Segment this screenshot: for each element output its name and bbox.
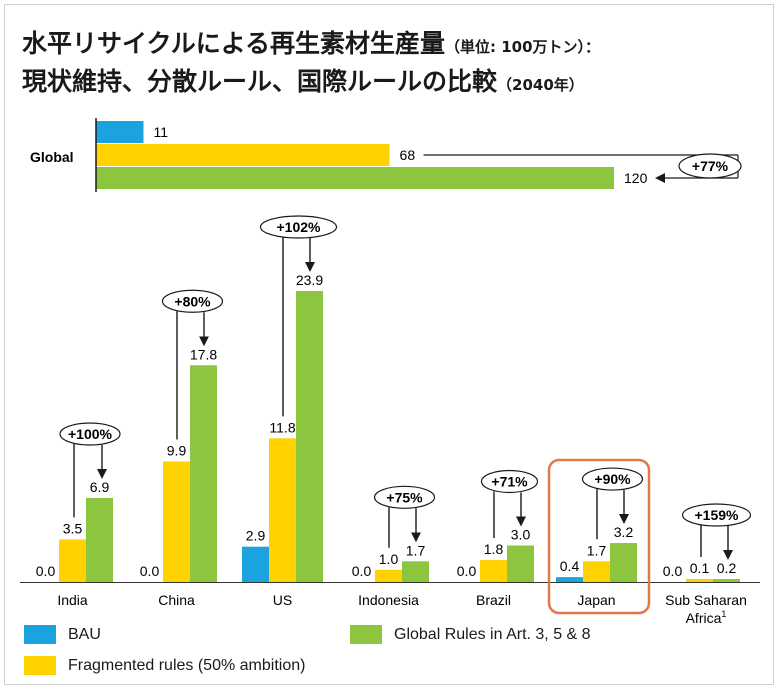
- global-annotation-badge: [678, 153, 742, 179]
- bar-indonesia-global: [402, 561, 429, 582]
- legend-label-fragmented: Fragmented rules (50% ambition): [68, 656, 306, 674]
- japan-highlight-box: [547, 458, 651, 615]
- annotation-text-japan: +90%: [594, 471, 631, 487]
- annotation-badge-sub-saharan-africa: [681, 503, 752, 527]
- legend-label-global: Global Rules in Art. 3, 5 & 8: [394, 625, 591, 643]
- annotation-badge-japan: [581, 467, 644, 491]
- annotation-badge-india: [59, 422, 121, 446]
- annotation-text-us: +102%: [277, 219, 322, 235]
- legend-label-bau: BAU: [68, 625, 101, 643]
- category-label-indonesia: Indonesia: [358, 592, 419, 608]
- annotation-badge-indonesia: [373, 485, 436, 509]
- legend-swatch-global: [350, 625, 382, 644]
- bar-china-fragmented: [163, 461, 190, 582]
- category-label-brazil: Brazil: [476, 592, 511, 608]
- bar-sub-saharan-africa-global: [713, 579, 740, 582]
- global-bar-fragmented: [96, 144, 390, 166]
- global-value-label-global: 120: [624, 170, 648, 186]
- bar-japan-bau: [556, 577, 583, 582]
- bar-us-fragmented: [269, 438, 296, 582]
- value-label-us-fragmented: 11.8: [269, 419, 295, 435]
- annotation-text-indonesia: +75%: [386, 489, 423, 505]
- category-label-china: China: [158, 592, 195, 608]
- value-label-india-fragmented: 3.5: [63, 520, 83, 536]
- title-line-1: 水平リサイクルによる再生素材生産量（単位: 100万トン）：: [22, 29, 601, 58]
- legend-item-fragmented: Fragmented rules (50% ambition): [24, 656, 305, 675]
- bar-india-global: [86, 497, 113, 582]
- value-label-indonesia-global: 1.7: [406, 542, 426, 558]
- bar-us-global: [296, 291, 323, 582]
- value-label-japan-fragmented: 1.7: [587, 542, 607, 558]
- value-label-brazil-bau: 0.0: [457, 563, 477, 579]
- bar-brazil-global: [507, 545, 534, 582]
- category-label-sub-saharan-africa-line2: Africa1: [686, 609, 727, 626]
- value-label-china-bau: 0.0: [140, 563, 160, 579]
- legend-swatch-bau: [24, 625, 56, 644]
- bar-india-fragmented: [59, 539, 86, 582]
- value-label-indonesia-bau: 0.0: [352, 563, 372, 579]
- annotation-badge-china: [161, 289, 224, 313]
- annotation-text-brazil: +71%: [491, 473, 528, 489]
- annotation-badge-brazil: [480, 469, 539, 494]
- annotation-badge-us: [259, 215, 338, 239]
- chart-frame: [4, 4, 774, 685]
- value-label-japan-global: 3.2: [614, 524, 634, 540]
- bar-brazil-fragmented: [480, 560, 507, 582]
- global-value-label-fragmented: 68: [400, 147, 416, 163]
- global-annotation-text: +77%: [692, 158, 729, 174]
- bar-us-bau: [242, 546, 269, 582]
- global-bar-global: [96, 167, 614, 189]
- global-bar-bau: [96, 121, 144, 143]
- category-label-japan: Japan: [577, 592, 615, 608]
- value-label-japan-bau: 0.4: [560, 558, 580, 574]
- value-label-indonesia-fragmented: 1.0: [379, 551, 399, 567]
- title-line-2: 現状維持、分散ルール、国際ルールの比較（2040年）: [22, 67, 584, 96]
- value-label-brazil-fragmented: 1.8: [484, 541, 504, 557]
- value-label-india-bau: 0.0: [36, 563, 56, 579]
- annotation-text-sub-saharan-africa: +159%: [695, 507, 740, 523]
- value-label-china-fragmented: 9.9: [167, 442, 187, 458]
- value-label-china-global: 17.8: [190, 346, 217, 362]
- legend-swatch-fragmented: [24, 656, 56, 675]
- bar-japan-fragmented: [583, 561, 610, 582]
- category-label-sub-saharan-africa-line1: Sub Saharan: [665, 592, 747, 608]
- annotation-text-china: +80%: [174, 293, 211, 309]
- legend-item-global: Global Rules in Art. 3, 5 & 8: [350, 625, 591, 644]
- value-label-us-global: 23.9: [296, 272, 323, 288]
- category-label-us: US: [273, 592, 292, 608]
- value-label-india-global: 6.9: [90, 479, 110, 495]
- bar-japan-global: [610, 543, 637, 582]
- bar-sub-saharan-africa-fragmented: [686, 579, 713, 582]
- value-label-sub-saharan-africa-global: 0.2: [717, 560, 737, 576]
- value-label-us-bau: 2.9: [246, 528, 266, 544]
- value-label-sub-saharan-africa-bau: 0.0: [663, 563, 683, 579]
- value-label-sub-saharan-africa-fragmented: 0.1: [690, 560, 710, 576]
- global-value-label-bau: 11: [153, 124, 168, 140]
- category-label-india: India: [57, 592, 88, 608]
- annotation-text-india: +100%: [68, 426, 113, 442]
- bar-indonesia-fragmented: [375, 569, 402, 582]
- legend-item-bau: BAU: [24, 625, 101, 644]
- bar-china-global: [190, 365, 217, 582]
- global-category-label: Global: [30, 149, 74, 165]
- value-label-brazil-global: 3.0: [511, 526, 531, 542]
